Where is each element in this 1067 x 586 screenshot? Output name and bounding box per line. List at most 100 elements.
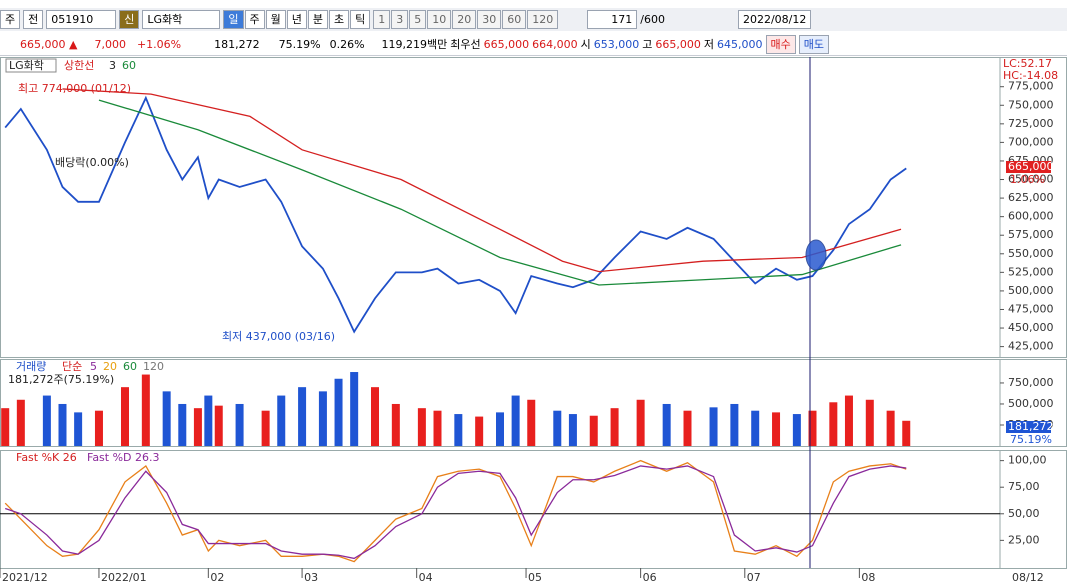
button[interactable]: 120	[527, 10, 559, 29]
series-line	[4, 95, 907, 334]
y-tick-label: 25,00	[1008, 533, 1040, 546]
volume-bar	[141, 374, 150, 446]
last-rate: 1.06%	[1010, 173, 1045, 186]
last-volume: 181,272	[1008, 420, 1054, 433]
volume-bar	[204, 395, 213, 446]
stock-name[interactable]: LG화학	[142, 10, 221, 29]
high-label: 고	[642, 38, 653, 51]
highlight	[805, 239, 827, 271]
number-buttons: 1 3 5 10 20 30 60 120	[373, 10, 559, 29]
volume-bar	[751, 410, 760, 446]
volume-bar	[792, 414, 801, 446]
y-tick-label: 600,000	[1008, 210, 1054, 223]
panel	[0, 57, 1067, 358]
button[interactable]: 30	[477, 10, 502, 29]
volume-bar	[178, 403, 187, 446]
button[interactable]: 틱	[350, 10, 371, 29]
volume-bar	[16, 399, 25, 446]
series-line	[4, 465, 907, 560]
y-tick-label: 725,000	[1008, 117, 1054, 130]
button[interactable]: 5	[409, 10, 427, 29]
volume-bar	[318, 391, 327, 446]
count[interactable]: 171	[587, 10, 638, 29]
volume-bar	[334, 378, 343, 446]
volume-bar	[162, 391, 171, 446]
annotation: 최저 437,000 (03/16)	[222, 330, 335, 343]
legend: 상한선	[64, 59, 94, 72]
legend: 120	[143, 360, 164, 373]
volume-bar	[662, 403, 671, 446]
y-tick-label: 425,000	[1008, 340, 1054, 353]
volume-bar	[709, 407, 718, 446]
volume-bar	[568, 414, 577, 446]
legend: 단순	[62, 360, 82, 373]
x-tick-label: 07	[747, 571, 761, 584]
y-tick-label: 450,000	[1008, 321, 1054, 334]
y-tick-label: 750,000	[1008, 376, 1054, 389]
button[interactable]: 3	[391, 10, 409, 29]
best-label: 최우선	[450, 38, 481, 51]
buy[interactable]: 매수	[765, 34, 796, 54]
sell[interactable]: 매도	[798, 34, 830, 54]
code[interactable]: 051910	[46, 10, 117, 29]
button[interactable]: 분	[307, 10, 328, 29]
volume-box	[1006, 421, 1051, 433]
y-tick-label: 550,000	[1008, 247, 1054, 260]
end-label: 08/12	[1012, 571, 1044, 584]
subtitle: 181,272주(75.19%)	[8, 373, 114, 386]
volume-bar	[235, 403, 244, 446]
y-tick-label: 775,000	[1008, 80, 1054, 93]
button[interactable]: 60	[502, 10, 527, 29]
volume-bar	[94, 410, 103, 446]
best-ask: 665,000	[483, 37, 530, 51]
hc: HC:-14.08	[1003, 69, 1058, 82]
volume-bar	[636, 399, 645, 446]
badge: 신	[119, 10, 140, 29]
legend: 3	[109, 59, 116, 72]
button[interactable]: 일	[223, 10, 244, 29]
button[interactable]: 주	[244, 10, 265, 29]
prev[interactable]: 전	[23, 10, 44, 29]
volume-bar	[277, 395, 286, 446]
volume-bar	[886, 410, 895, 446]
button[interactable]: 20	[452, 10, 477, 29]
volume-bar	[417, 408, 426, 446]
y-tick-label: 100,00	[1008, 454, 1047, 467]
volume-bar	[511, 395, 520, 446]
quote-bar: 665,000 ▲ 7,000 +1.06% 181,272 75.19% 0.…	[0, 33, 1067, 56]
volume-bar	[772, 412, 781, 446]
y-tick-label: 750,000	[1008, 98, 1054, 111]
volume-bar	[496, 412, 504, 446]
y-tick-label: 575,000	[1008, 228, 1054, 241]
volume-bar	[433, 410, 442, 446]
volume-bar	[553, 410, 562, 446]
best-bid: 664,000	[532, 37, 578, 51]
legend: 거래량	[16, 360, 46, 373]
legend: Fast %D 26.3	[87, 451, 160, 464]
button[interactable]: 년	[286, 10, 307, 29]
market[interactable]: 주	[0, 10, 21, 29]
annotation: 최고 774,000 (01/12)	[18, 82, 131, 95]
button[interactable]: 1	[373, 10, 391, 29]
rate: +1.06%	[136, 37, 182, 51]
volume-bar	[730, 403, 739, 446]
open-label: 시	[580, 38, 591, 51]
volume-bar	[865, 399, 874, 446]
button[interactable]: 초	[329, 10, 350, 29]
x-tick-label: 03	[304, 571, 318, 584]
open: 653,000	[593, 37, 640, 51]
button[interactable]: 월	[265, 10, 286, 29]
low-label: 저	[703, 38, 715, 51]
panel	[0, 450, 1067, 569]
button[interactable]: 10	[427, 10, 452, 29]
chart: 775,000750,000725,000700,000675,000650,0…	[0, 57, 1067, 584]
x-tick-label: 2022/01	[101, 571, 147, 584]
change: 7,000	[94, 37, 126, 51]
volume-bar	[214, 405, 223, 446]
volume-bar	[193, 408, 202, 446]
legend: 5	[90, 360, 97, 373]
volume-bar	[475, 416, 484, 446]
date[interactable]: 2022/08/12	[737, 10, 812, 29]
volume-bar	[902, 420, 911, 446]
